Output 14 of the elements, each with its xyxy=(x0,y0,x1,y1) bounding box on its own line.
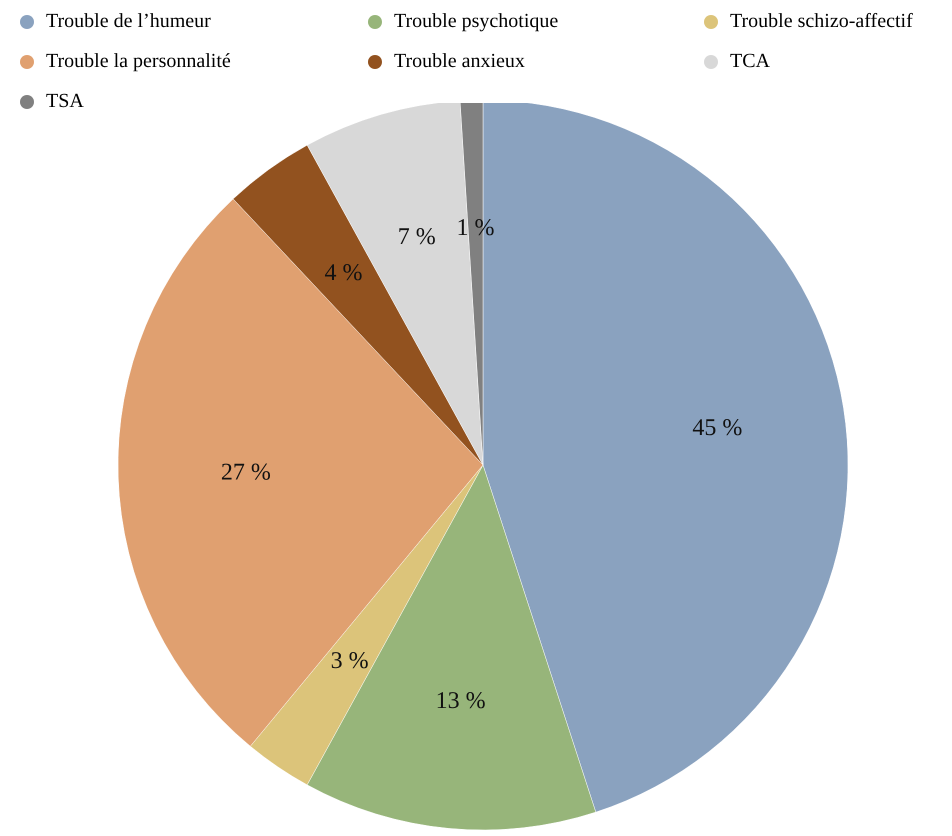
legend-label: Trouble anxieux xyxy=(394,50,525,73)
legend-label: Trouble psychotique xyxy=(394,10,558,33)
data-label: 3 % xyxy=(330,648,369,674)
data-label: 4 % xyxy=(324,260,363,286)
legend-label: Trouble de l’humeur xyxy=(46,10,211,33)
data-label: 27 % xyxy=(220,459,271,486)
legend-label: TCA xyxy=(730,50,770,73)
data-label: 7 % xyxy=(398,224,436,250)
legend-label: TSA xyxy=(46,90,84,113)
legend-label: Trouble la personnalité xyxy=(46,50,231,73)
data-label: 45 % xyxy=(692,414,742,441)
data-label: 1 % xyxy=(456,214,495,241)
data-label: 13 % xyxy=(436,688,486,714)
legend-label: Trouble schizo-affectif xyxy=(730,10,913,33)
